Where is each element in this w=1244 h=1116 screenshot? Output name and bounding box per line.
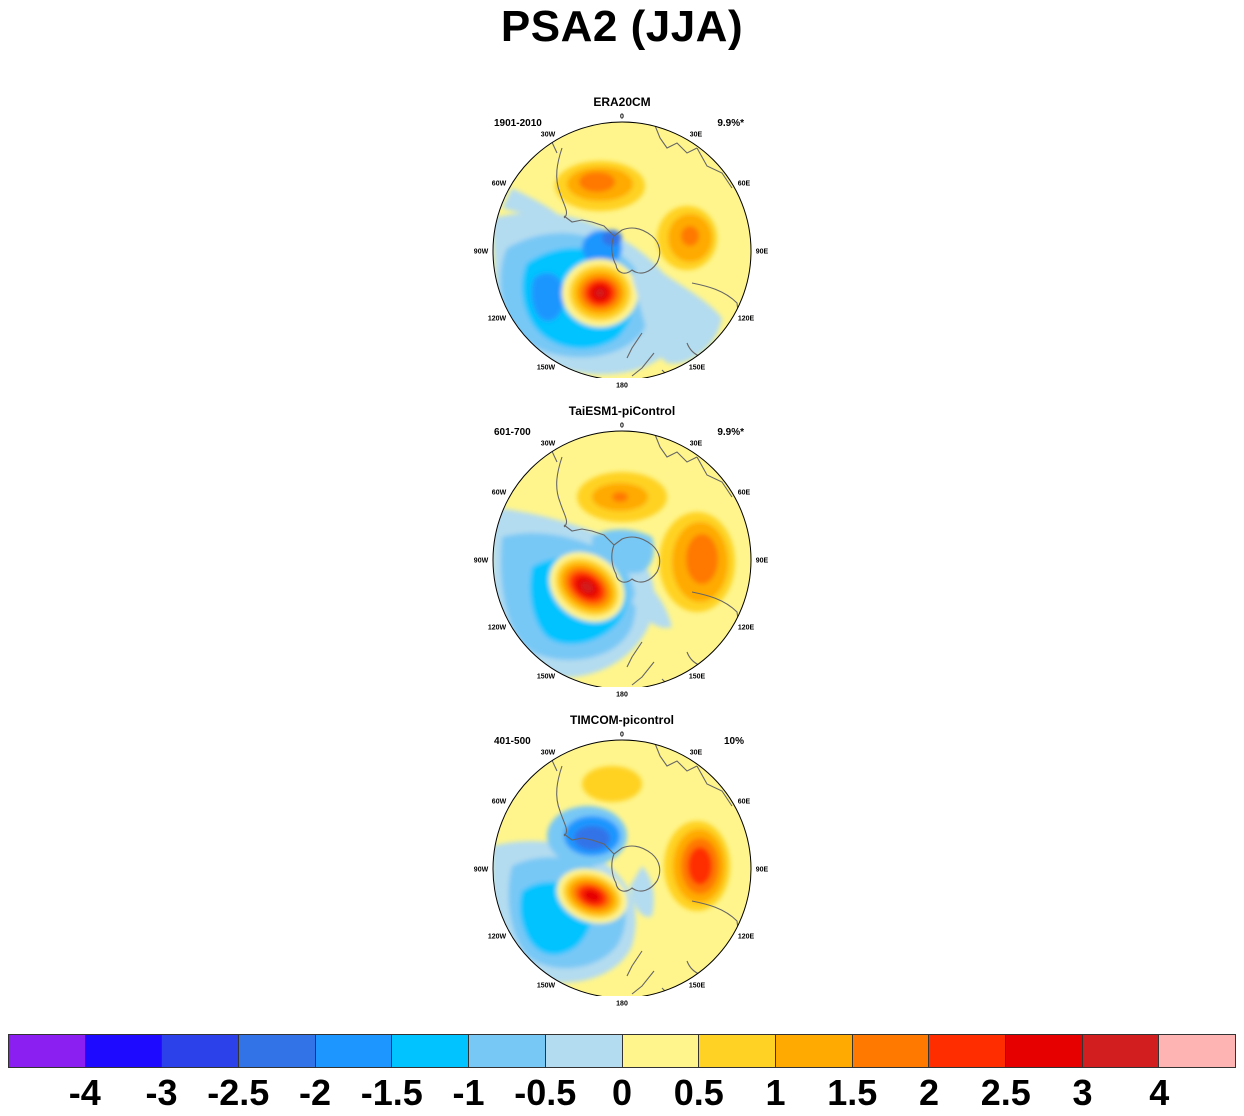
lon-label-180: 180 <box>616 691 628 699</box>
colorbar-box <box>9 1035 86 1067</box>
lon-label-150w: 150W <box>536 982 556 990</box>
lon-label-120e: 120E <box>737 624 755 632</box>
colorbar-tick-label: 2.5 <box>980 1072 1031 1113</box>
colorbar-box <box>469 1035 546 1067</box>
map-panel-timcom: TIMCOM-picontrol 401-500 10% <box>470 713 774 1013</box>
colorbar-box <box>775 1035 853 1067</box>
colorbar-box <box>929 1035 1006 1067</box>
polar-map <box>492 739 752 996</box>
lon-label-120e: 120E <box>737 315 755 323</box>
colorbar-tick-label: 1.5 <box>827 1072 878 1113</box>
lon-label-120w: 120W <box>487 624 507 632</box>
colorbar-box <box>1159 1035 1235 1067</box>
colorbar-tick-label: 3 <box>1072 1072 1093 1113</box>
figure-title: PSA2 (JJA) <box>500 2 744 51</box>
lon-label-150e: 150E <box>688 673 706 681</box>
colorbar-tick-label: -2.5 <box>207 1072 270 1113</box>
lon-label-90w: 90W <box>473 557 489 565</box>
colorbar-tick-label: -4 <box>68 1072 101 1113</box>
colorbar-labels: -4 -3 -2.5 -2 -1.5 -1 -0.5 0 0.5 1 1.5 2 2.5 3 4 <box>0 1072 1244 1116</box>
lon-label-180: 180 <box>616 1000 628 1008</box>
lon-label-60w: 60W <box>491 489 507 497</box>
lon-label-150w: 150W <box>536 673 556 681</box>
colorbar-tick-label: 2 <box>918 1072 940 1113</box>
lon-label-90e: 90E <box>755 248 769 256</box>
polar-map <box>492 121 752 378</box>
lon-label-0: 0 <box>620 731 624 739</box>
colorbar-tick-label: -1.5 <box>360 1072 423 1113</box>
polar-map <box>492 430 752 687</box>
lon-label-60w: 60W <box>491 798 507 806</box>
map-panel-era20cm: ERA20CM 1901-2010 9.9%* <box>470 95 774 395</box>
colorbar-tick-label: 4 <box>1149 1072 1170 1113</box>
lon-label-90w: 90W <box>473 866 489 874</box>
panel-title: TIMCOM-picontrol <box>570 713 674 727</box>
colorbar-box <box>699 1035 776 1067</box>
lon-label-90e: 90E <box>755 557 769 565</box>
panel-years: 1901-2010 <box>494 118 542 129</box>
lon-label-90e: 90E <box>755 866 769 874</box>
lon-label-120w: 120W <box>487 933 507 941</box>
panel-title: ERA20CM <box>593 95 651 109</box>
lon-label-30e: 30E <box>689 131 703 139</box>
lon-label-30w: 30W <box>540 749 556 757</box>
panel-percent: 9.9%* <box>717 118 744 129</box>
colorbar-box <box>1082 1035 1160 1067</box>
lon-label-60e: 60E <box>737 798 751 806</box>
colorbar-box <box>239 1035 316 1067</box>
panel-years: 601-700 <box>494 427 531 438</box>
colorbar-tick-label: 0.5 <box>673 1072 724 1113</box>
colorbar-box <box>392 1035 470 1067</box>
colorbar-box <box>1005 1035 1083 1067</box>
lon-label-0: 0 <box>620 113 624 121</box>
lon-label-90w: 90W <box>473 248 489 256</box>
lon-label-150e: 150E <box>688 364 706 372</box>
panel-percent: 10% <box>723 736 744 747</box>
lon-label-60e: 60E <box>737 180 751 188</box>
colorbar-box <box>852 1035 930 1067</box>
lon-label-30e: 30E <box>689 749 703 757</box>
colorbar-box <box>162 1035 240 1067</box>
panel-years: 401-500 <box>494 736 531 747</box>
lon-label-60w: 60W <box>491 180 507 188</box>
colorbar-box <box>622 1035 700 1067</box>
colorbar-tick-label: -1 <box>452 1072 485 1113</box>
lon-label-120e: 120E <box>737 933 755 941</box>
colorbar-tick-label: -0.5 <box>514 1072 577 1113</box>
lon-label-30w: 30W <box>540 440 556 448</box>
lon-label-150w: 150W <box>536 364 556 372</box>
colorbar-tick-label: -2 <box>298 1072 332 1113</box>
lon-label-150e: 150E <box>688 982 706 990</box>
lon-label-30w: 30W <box>540 131 556 139</box>
map-panel-taiesm1: TaiESM1-piControl 601-700 9.9%* <box>470 404 774 704</box>
panel-title: TaiESM1-piControl <box>568 404 676 418</box>
lon-label-120w: 120W <box>487 315 507 323</box>
colorbar-tick-label: 1 <box>765 1072 786 1113</box>
colorbar-box <box>85 1035 163 1067</box>
lon-label-180: 180 <box>616 382 628 390</box>
lon-label-30e: 30E <box>689 440 703 448</box>
lon-label-0: 0 <box>620 422 624 430</box>
colorbar-box <box>545 1035 623 1067</box>
colorbar-tick-label: 0 <box>611 1072 633 1113</box>
colorbar-box <box>315 1035 393 1067</box>
lon-label-60e: 60E <box>737 489 751 497</box>
colorbar-tick-label: -3 <box>145 1072 178 1113</box>
panel-percent: 9.9%* <box>717 427 744 438</box>
colorbar <box>8 1034 1236 1068</box>
